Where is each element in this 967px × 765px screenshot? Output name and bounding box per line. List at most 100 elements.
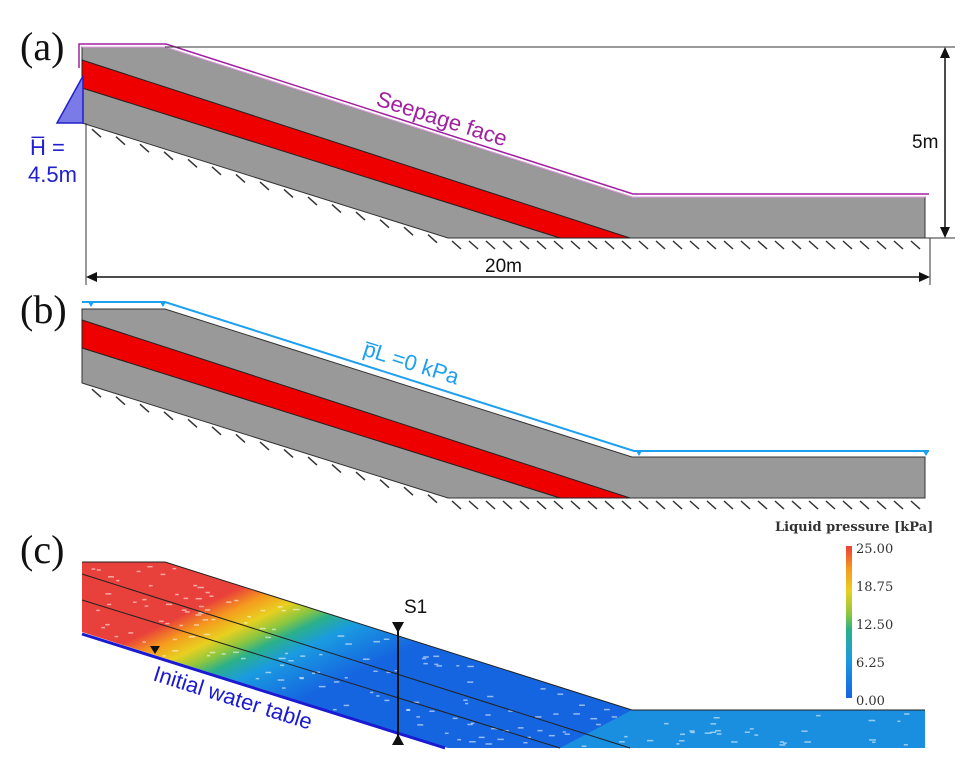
- mesh-mark: [175, 593, 179, 596]
- mesh-mark: [478, 736, 485, 739]
- mesh-mark: [527, 736, 531, 739]
- mesh-mark: [333, 708, 337, 711]
- seepage-face-line-inner: [82, 46, 925, 198]
- mesh-mark: [871, 741, 876, 744]
- hatch-mark: [706, 240, 717, 250]
- mesh-mark: [603, 708, 610, 711]
- mesh-mark: [581, 745, 587, 747]
- mesh-mark: [470, 722, 475, 725]
- hatch-mark: [825, 500, 836, 510]
- mesh-mark: [373, 640, 380, 643]
- water-level-marker: [923, 451, 929, 456]
- mesh-mark: [869, 739, 876, 741]
- mesh-mark: [333, 681, 340, 683]
- hatch-mark: [740, 500, 751, 510]
- mesh-mark: [96, 609, 100, 612]
- hatch-mark: [468, 500, 479, 510]
- hatch-mark: [655, 500, 666, 510]
- mesh-mark: [485, 714, 491, 716]
- mesh-mark: [193, 624, 199, 626]
- mesh-mark: [114, 635, 119, 638]
- hatch-mark: [621, 240, 632, 250]
- arrowhead: [392, 734, 404, 745]
- mesh-mark: [801, 730, 808, 732]
- hatch-mark: [638, 500, 649, 510]
- hatch-mark: [859, 500, 870, 510]
- hatch-mark: [283, 188, 294, 199]
- hatch-mark: [163, 151, 174, 161]
- mesh-mark: [260, 609, 266, 612]
- hatch-mark: [259, 181, 270, 191]
- mesh-mark: [172, 567, 177, 570]
- mesh-mark: [713, 717, 720, 719]
- mesh-mark: [244, 622, 248, 624]
- hatch-mark: [757, 240, 768, 250]
- hatch-mark: [791, 500, 802, 510]
- mesh-mark: [247, 615, 251, 618]
- mesh-mark: [710, 723, 717, 725]
- mesh-mark: [744, 731, 750, 733]
- hatch-mark: [706, 500, 717, 510]
- mesh-mark: [417, 724, 424, 726]
- hatch-mark: [355, 471, 366, 481]
- layer-boundary: [81, 573, 631, 749]
- colorbar-tick: 12.50: [856, 618, 893, 633]
- hatch-mark: [115, 136, 126, 146]
- colorbar-tick: 18.75: [856, 580, 893, 595]
- mesh-mark: [136, 570, 141, 573]
- mesh-mark: [679, 740, 685, 742]
- mesh-mark: [319, 653, 323, 656]
- mesh-mark: [277, 606, 283, 608]
- mesh-mark: [101, 626, 105, 629]
- section-label: S1: [404, 597, 427, 618]
- hatch-mark: [139, 143, 150, 153]
- mesh-mark: [553, 713, 559, 715]
- hatch-mark: [235, 173, 246, 183]
- mesh-mark: [195, 614, 202, 616]
- soil-body-b: [81, 308, 926, 499]
- head-value: 4.5m: [28, 162, 77, 187]
- mesh-mark: [345, 643, 352, 645]
- hatch-mark: [553, 240, 564, 250]
- hatch-mark: [808, 240, 819, 250]
- mesh-mark: [779, 741, 784, 743]
- mesh-mark: [523, 741, 528, 744]
- mesh-mark: [573, 713, 580, 715]
- panel-b-label: (b): [20, 287, 67, 332]
- hatch-mark: [211, 166, 222, 176]
- mesh-mark: [255, 677, 260, 680]
- mesh-mark: [690, 731, 695, 734]
- mesh-mark: [716, 733, 722, 735]
- mesh-mark: [749, 728, 754, 730]
- hatch-mark: [519, 240, 530, 250]
- fixed-support-hatch-b: [91, 388, 921, 510]
- mesh-mark: [318, 685, 326, 688]
- mesh-mark: [804, 741, 812, 743]
- mesh-mark: [579, 704, 585, 706]
- mesh-mark: [197, 586, 204, 589]
- colorbar-title: Liquid pressure [kPa]: [775, 520, 933, 535]
- width-label: 20m: [485, 256, 522, 277]
- mesh-mark: [436, 665, 443, 667]
- mesh-mark: [281, 687, 286, 689]
- mesh-mark: [116, 579, 120, 582]
- mesh-mark: [221, 653, 226, 655]
- mesh-mark: [406, 709, 411, 712]
- mesh-mark: [868, 719, 876, 722]
- arrowhead: [940, 47, 950, 58]
- mesh-mark: [386, 671, 392, 674]
- mesh-mark: [456, 665, 460, 667]
- hatch-mark: [502, 500, 513, 510]
- mesh-mark: [144, 605, 149, 607]
- mesh-mark: [715, 729, 721, 732]
- mesh-mark: [96, 569, 101, 571]
- mesh-mark: [240, 657, 246, 660]
- hatch-mark: [672, 240, 683, 250]
- mesh-mark: [233, 651, 239, 654]
- mesh-mark: [469, 741, 476, 743]
- colorbar: [846, 546, 852, 698]
- mesh-mark: [444, 732, 449, 735]
- hatch-mark: [893, 240, 904, 250]
- hatch-mark: [723, 240, 734, 250]
- hatch-mark: [774, 240, 785, 250]
